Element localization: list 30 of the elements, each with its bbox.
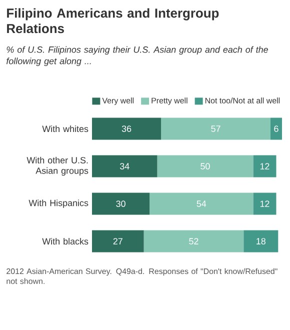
chart-title: Filipino Americans and Intergroup Relations	[7, 8, 219, 34]
data-label: 34	[120, 163, 130, 170]
data-label: 12	[260, 200, 270, 207]
data-label: 54	[196, 200, 206, 207]
bar	[92, 192, 150, 215]
data-label: 6	[274, 126, 278, 132]
data-label: 12	[260, 163, 270, 170]
bar	[270, 118, 282, 140]
bar	[253, 155, 276, 178]
bar	[157, 155, 254, 178]
data-label: 52	[189, 238, 198, 244]
bar	[244, 230, 278, 252]
bar	[144, 230, 244, 252]
y-tick-label: With other U.S. Asian groups	[26, 156, 88, 176]
data-label: 27	[113, 238, 122, 244]
data-label: 18	[256, 238, 266, 244]
bar	[253, 192, 276, 215]
y-tick-label: With Hispanics	[28, 200, 88, 208]
bar	[92, 118, 162, 140]
data-label: 36	[122, 126, 132, 132]
bar	[92, 155, 158, 178]
data-label: 57	[211, 126, 220, 132]
bar	[161, 118, 270, 140]
data-label: 30	[116, 200, 126, 207]
data-label: 50	[200, 163, 210, 170]
y-tick-label: With whites	[42, 125, 88, 132]
bar	[150, 192, 254, 215]
chart-subtitle: % of U.S. Filipinos saying their U.S. Asian group and each of the following get along ...	[6, 46, 268, 66]
y-tick-label: With blacks	[42, 238, 88, 245]
bar	[92, 230, 144, 252]
